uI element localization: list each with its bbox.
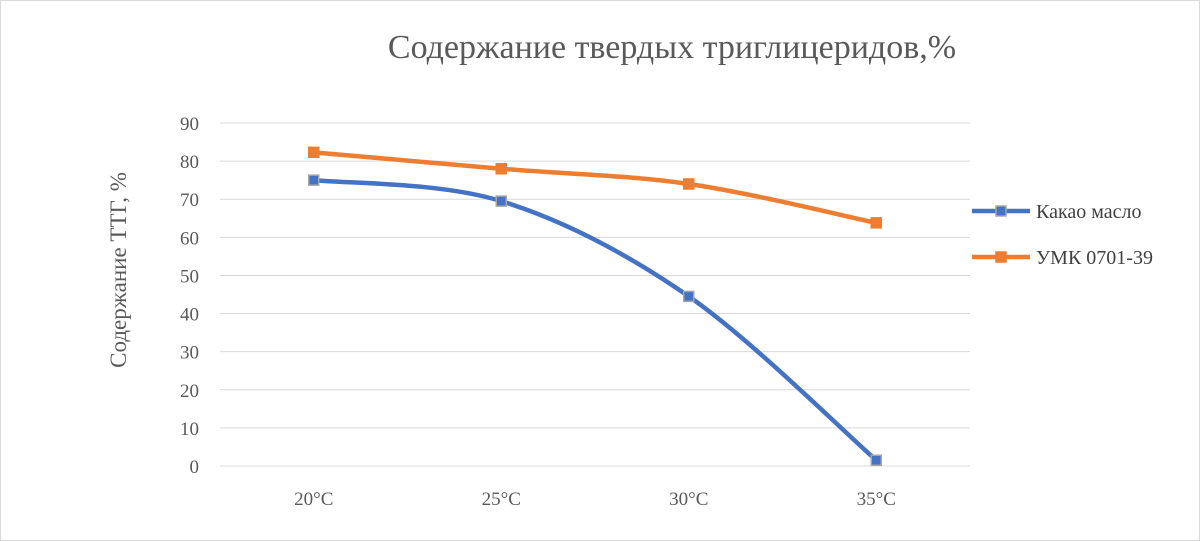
y-tick-label: 80 bbox=[180, 152, 199, 173]
legend: Какао масло УМК 0701-39 bbox=[972, 201, 1153, 269]
x-tick-label: 35°C bbox=[857, 489, 896, 510]
x-tick-label: 20°C bbox=[294, 489, 333, 510]
x-tick-label: 25°C bbox=[482, 489, 521, 510]
y-tick-label: 20 bbox=[180, 381, 199, 402]
data-point bbox=[870, 217, 882, 229]
legend-marker bbox=[995, 205, 1007, 217]
y-tick-labels: 0 10 20 30 40 50 60 70 80 90 bbox=[180, 114, 199, 478]
y-axis-label: Содержание ТТГ, % bbox=[106, 172, 131, 368]
y-tick-label: 50 bbox=[180, 266, 199, 287]
data-point bbox=[683, 178, 695, 190]
legend-entry: УМК 0701-39 bbox=[1036, 247, 1153, 269]
legend-marker bbox=[995, 251, 1007, 263]
chart-title: Содержание твердых триглицеридов,% bbox=[388, 29, 956, 66]
y-tick-label: 90 bbox=[180, 114, 199, 135]
data-point bbox=[495, 162, 507, 175]
data-point bbox=[308, 146, 320, 159]
data-point bbox=[495, 195, 507, 207]
y-tick-label: 40 bbox=[180, 305, 199, 326]
series-markers bbox=[308, 146, 882, 467]
series-lines bbox=[311, 150, 879, 463]
y-tick-label: 60 bbox=[180, 228, 199, 249]
data-point bbox=[308, 174, 320, 186]
x-tick-label: 30°C bbox=[669, 489, 708, 510]
series-line-2 bbox=[311, 150, 879, 226]
gridlines bbox=[220, 122, 970, 467]
y-tick-label: 30 bbox=[180, 343, 199, 364]
y-tick-label: 10 bbox=[180, 419, 199, 440]
data-point bbox=[870, 454, 882, 467]
legend-entry: Какао масло bbox=[1036, 201, 1142, 223]
x-tick-labels: 20°C 25°C 30°C 35°C bbox=[294, 489, 896, 510]
y-tick-label: 0 bbox=[190, 457, 200, 478]
y-tick-label: 70 bbox=[180, 190, 199, 211]
data-point bbox=[683, 290, 695, 303]
series-line-1 bbox=[311, 177, 879, 463]
